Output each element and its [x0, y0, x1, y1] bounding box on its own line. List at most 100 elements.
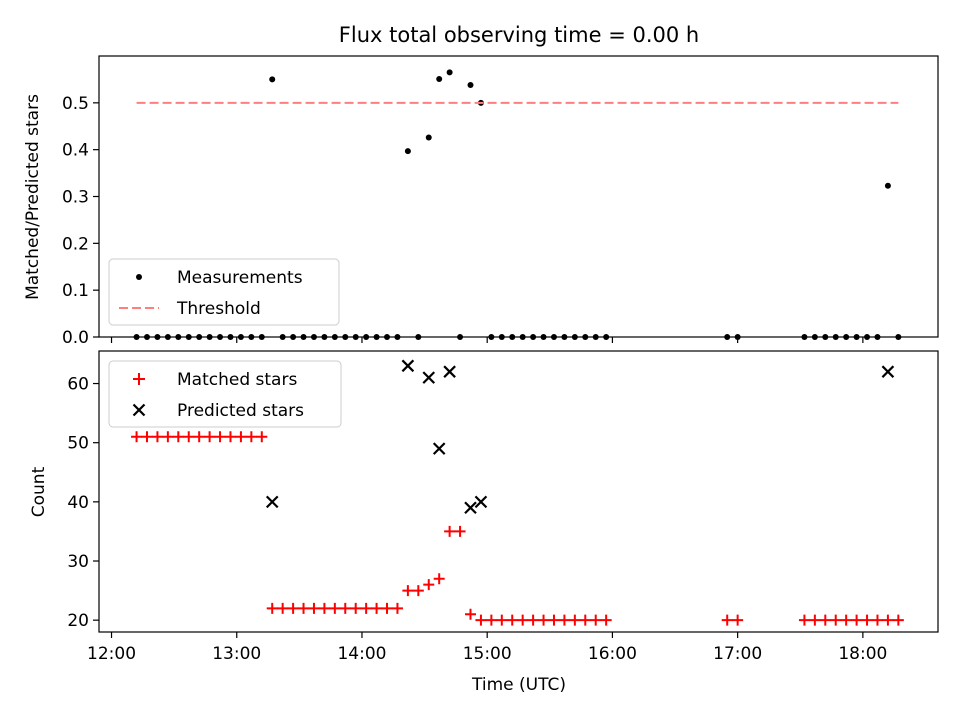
x-axis-label: Time (UTC)	[471, 675, 566, 695]
matched-star-point	[538, 614, 550, 626]
legend-dot-icon	[136, 274, 142, 280]
matched-star-point	[183, 431, 195, 443]
y-tick-label: 0.0	[62, 328, 89, 348]
matched-star-point	[381, 602, 393, 614]
matched-star-point	[256, 431, 268, 443]
matched-star-point	[517, 614, 529, 626]
chart-title: Flux total observing time = 0.00 h	[339, 23, 699, 47]
matched-star-point	[162, 431, 174, 443]
y-tick-label: 0.3	[62, 188, 89, 208]
y-tick-label: 0.1	[62, 281, 89, 301]
matched-star-point	[360, 602, 372, 614]
measurement-point	[884, 182, 891, 189]
matched-star-point	[590, 614, 602, 626]
x-tick-label: 12:00	[87, 644, 136, 664]
legend-label: Matched stars	[177, 370, 297, 390]
x-tick-label: 18:00	[838, 644, 887, 664]
matched-star-point	[527, 614, 539, 626]
predicted-star-point	[401, 359, 415, 373]
top-y-axis-label: Matched/Predicted stars	[23, 94, 43, 300]
matched-star-point	[840, 614, 852, 626]
x-tick-label: 15:00	[463, 644, 512, 664]
matched-star-point	[350, 602, 362, 614]
matched-star-point	[819, 614, 831, 626]
x-tick-label: 14:00	[337, 644, 386, 664]
matched-star-point	[277, 602, 289, 614]
predicted-star-point	[474, 495, 488, 509]
matched-star-point	[287, 602, 299, 614]
legend-box	[108, 360, 342, 428]
legend-label: Threshold	[176, 299, 261, 319]
matched-star-point	[892, 614, 904, 626]
matched-star-point	[204, 431, 216, 443]
legend: Measurements Threshold	[108, 258, 340, 326]
y-tick-label: 0.4	[62, 141, 89, 161]
matched-star-point	[339, 602, 351, 614]
matched-star-point	[235, 431, 247, 443]
matched-star-point	[454, 525, 466, 537]
matched-star-point	[172, 431, 184, 443]
matched-star-point	[464, 608, 476, 620]
y-tick-label: 30	[67, 552, 89, 572]
predicted-star-point	[443, 365, 456, 378]
legend: Matched stars Predicted stars	[108, 360, 342, 428]
y-tick-label: 20	[67, 611, 89, 631]
top-panel: 0.0 0.1 0.2 0.3 0.4 0.5 Measurements Threshold	[62, 55, 939, 348]
y-tick-label: 0.2	[62, 234, 89, 254]
predicted-star-point	[881, 365, 895, 378]
y-tick-label: 50	[67, 434, 89, 454]
legend-label: Measurements	[177, 268, 303, 288]
legend-box	[108, 258, 340, 326]
measurement-point	[467, 82, 474, 89]
measurement-point	[425, 134, 432, 141]
matched-star-point	[193, 431, 205, 443]
legend-x-icon	[132, 403, 146, 417]
bottom-y-axis-label: Count	[29, 466, 49, 517]
matched-star-point	[600, 614, 612, 626]
x-tick-label: 17:00	[713, 644, 762, 664]
measurement-point	[436, 75, 443, 82]
matched-star-point	[721, 614, 733, 626]
matched-star-point	[579, 614, 591, 626]
matched-star-point	[496, 614, 508, 626]
x-tick-label: 16:00	[588, 644, 637, 664]
matched-star-point	[371, 602, 383, 614]
matched-star-point	[732, 614, 744, 626]
matched-star-point	[882, 614, 894, 626]
matched-star-point	[830, 614, 842, 626]
matched-star-point	[475, 614, 487, 626]
predicted-star-point	[422, 371, 436, 384]
y-tick-label: 0.5	[62, 94, 89, 114]
measurement-point	[404, 148, 411, 155]
matched-star-point	[798, 614, 810, 626]
matched-star-point	[506, 614, 518, 626]
predicted-star-point	[265, 495, 279, 509]
matched-star-point	[245, 431, 257, 443]
matched-star-point	[569, 614, 581, 626]
predicted-star-point	[432, 442, 446, 455]
measurement-point	[446, 69, 453, 76]
legend-label: Predicted stars	[177, 401, 304, 421]
measurement-point	[269, 76, 276, 83]
legend-plus-icon	[133, 373, 145, 385]
matched-star-point	[861, 614, 873, 626]
x-tick-label: 13:00	[212, 644, 261, 664]
matched-star-point	[433, 573, 445, 585]
matched-star-point	[423, 579, 435, 591]
matched-star-point	[266, 602, 278, 614]
matched-star-point	[871, 614, 883, 626]
matched-star-point	[151, 431, 163, 443]
matched-star-point	[548, 614, 560, 626]
predicted-star-point	[464, 501, 477, 515]
matched-star-point	[329, 602, 341, 614]
matched-star-point	[224, 431, 236, 443]
matched-star-point	[318, 602, 330, 614]
matched-star-point	[131, 431, 143, 443]
y-tick-label: 40	[67, 493, 89, 513]
matched-star-point	[141, 431, 153, 443]
matched-star-point	[214, 431, 226, 443]
plot-frame	[98, 350, 939, 633]
matched-star-point	[485, 614, 497, 626]
matched-star-point	[444, 525, 456, 537]
